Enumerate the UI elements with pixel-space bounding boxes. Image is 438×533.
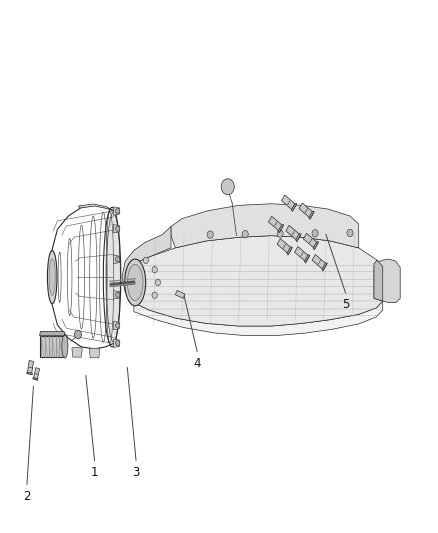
Polygon shape: [113, 339, 120, 348]
Polygon shape: [171, 204, 359, 248]
Polygon shape: [282, 195, 296, 211]
Polygon shape: [122, 227, 171, 303]
Circle shape: [74, 330, 81, 339]
Polygon shape: [304, 255, 310, 263]
Ellipse shape: [127, 264, 143, 301]
Polygon shape: [134, 236, 383, 326]
Circle shape: [116, 341, 120, 346]
Polygon shape: [134, 301, 383, 336]
Polygon shape: [268, 216, 283, 232]
Circle shape: [116, 226, 120, 231]
Polygon shape: [33, 368, 39, 380]
Polygon shape: [286, 225, 300, 241]
Polygon shape: [287, 247, 293, 255]
Polygon shape: [296, 233, 301, 242]
Polygon shape: [113, 290, 120, 299]
Text: 3: 3: [132, 466, 140, 479]
Text: 2: 2: [23, 490, 31, 503]
Polygon shape: [295, 247, 309, 262]
Polygon shape: [299, 203, 314, 219]
Circle shape: [155, 279, 160, 286]
Circle shape: [152, 266, 157, 273]
Text: 5: 5: [342, 298, 349, 311]
Polygon shape: [277, 239, 292, 254]
Polygon shape: [39, 336, 65, 357]
Circle shape: [116, 208, 120, 214]
Polygon shape: [309, 211, 314, 220]
Polygon shape: [113, 321, 120, 330]
Polygon shape: [113, 224, 120, 233]
Ellipse shape: [62, 335, 68, 358]
Text: 1: 1: [91, 466, 98, 479]
Polygon shape: [39, 332, 65, 336]
Polygon shape: [113, 255, 120, 264]
Circle shape: [116, 257, 120, 262]
Polygon shape: [27, 360, 33, 375]
Circle shape: [221, 179, 234, 195]
Polygon shape: [78, 204, 113, 211]
Circle shape: [143, 257, 148, 263]
Polygon shape: [377, 260, 383, 301]
Polygon shape: [26, 372, 32, 375]
Polygon shape: [72, 348, 82, 357]
Circle shape: [312, 230, 318, 237]
Polygon shape: [374, 260, 383, 301]
Polygon shape: [32, 377, 38, 381]
Polygon shape: [304, 233, 318, 249]
Ellipse shape: [47, 251, 57, 304]
Ellipse shape: [49, 259, 55, 295]
Circle shape: [116, 292, 120, 297]
Polygon shape: [322, 263, 328, 271]
Circle shape: [116, 323, 120, 328]
Polygon shape: [312, 255, 327, 270]
Polygon shape: [278, 224, 284, 233]
Circle shape: [207, 231, 213, 238]
Ellipse shape: [125, 259, 146, 306]
Circle shape: [347, 229, 353, 237]
Polygon shape: [89, 348, 100, 358]
Circle shape: [277, 230, 283, 238]
Ellipse shape: [106, 212, 120, 342]
Polygon shape: [374, 259, 400, 303]
Polygon shape: [175, 290, 185, 298]
Circle shape: [242, 230, 248, 238]
Polygon shape: [113, 207, 120, 215]
Text: 4: 4: [194, 357, 201, 370]
Circle shape: [152, 292, 157, 298]
Polygon shape: [313, 241, 319, 250]
Polygon shape: [291, 203, 297, 212]
